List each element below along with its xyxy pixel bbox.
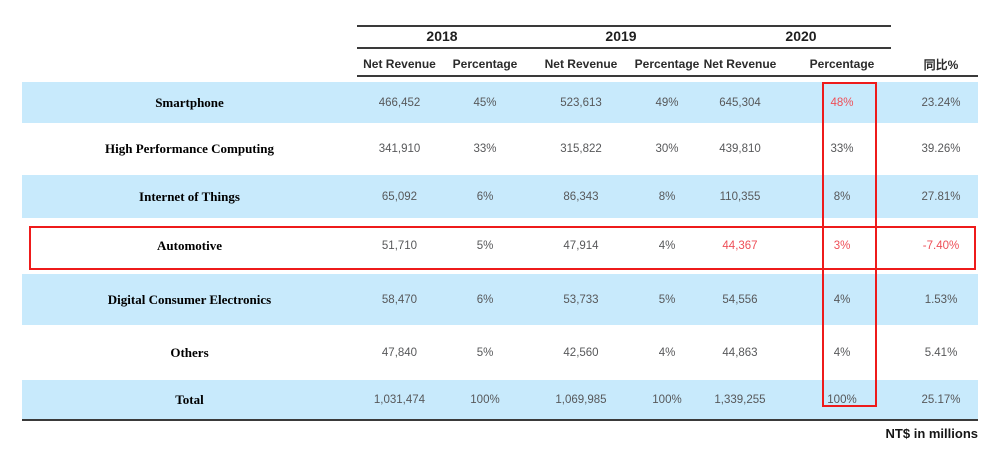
net-revenue-2019: 315,822 bbox=[560, 143, 602, 155]
net-revenue-2018: 341,910 bbox=[378, 143, 421, 155]
row-label: Others bbox=[170, 344, 209, 360]
net-revenue-2020: 439,810 bbox=[719, 143, 761, 155]
table-row-digital-consumer-electronics: Digital Consumer Electronics 58,470 6% 5… bbox=[22, 274, 978, 325]
percentage-2019: 4% bbox=[658, 240, 676, 252]
header-net-revenue-2019: Net Revenue bbox=[544, 57, 618, 71]
percentage-2018: 33% bbox=[473, 143, 497, 155]
net-revenue-2018: 1,031,474 bbox=[373, 394, 426, 406]
column-header-row: Net Revenue Percentage Net Revenue Perce… bbox=[357, 55, 978, 73]
header-yoy: 同比% bbox=[923, 57, 959, 72]
row-label: Total bbox=[175, 392, 204, 407]
net-revenue-2019: 523,613 bbox=[560, 96, 602, 109]
percentage-2018: 5% bbox=[476, 240, 494, 252]
yoy-percent: 39.26% bbox=[921, 143, 961, 155]
percentage-2019: 8% bbox=[658, 190, 676, 203]
net-revenue-2019: 47,914 bbox=[563, 240, 599, 252]
net-revenue-2018: 58,470 bbox=[381, 293, 418, 306]
net-revenue-2019: 53,733 bbox=[563, 293, 599, 306]
header-percentage-2018: Percentage bbox=[452, 57, 518, 71]
years-bottom-rule bbox=[357, 47, 891, 49]
percentage-2019: 100% bbox=[652, 394, 682, 406]
table-row-automotive: Automotive 51,710 5% 47,914 4% 44,367 3%… bbox=[22, 218, 978, 274]
yoy-percent: 1.53% bbox=[924, 293, 958, 306]
header-net-revenue-2018: Net Revenue bbox=[363, 57, 436, 71]
net-revenue-2020: 1,339,255 bbox=[714, 394, 766, 406]
table-row-high-performance-computing: High Performance Computing 341,910 33% 3… bbox=[22, 123, 978, 175]
percentage-2019: 4% bbox=[658, 346, 676, 359]
percentage-2018: 100% bbox=[470, 394, 500, 406]
yoy-percent: 5.41% bbox=[924, 346, 958, 359]
header-underline-rule bbox=[357, 75, 978, 77]
net-revenue-2019: 42,560 bbox=[563, 346, 599, 359]
net-revenue-2018: 65,092 bbox=[381, 190, 418, 203]
percentage-2020: 100% bbox=[827, 394, 857, 406]
year-2019-label: 2019 bbox=[605, 28, 637, 44]
net-revenue-2020: 44,367 bbox=[722, 240, 758, 252]
net-revenue-2020: 54,556 bbox=[722, 293, 758, 306]
row-label: Digital Consumer Electronics bbox=[107, 291, 272, 307]
percentage-2020: 4% bbox=[833, 346, 851, 359]
percentage-2018: 6% bbox=[476, 190, 494, 203]
yoy-percent: 27.81% bbox=[921, 190, 961, 203]
net-revenue-2019: 86,343 bbox=[563, 190, 599, 203]
percentage-2019: 5% bbox=[658, 293, 676, 306]
header-percentage-2020: Percentage bbox=[809, 57, 875, 71]
net-revenue-2018: 51,710 bbox=[381, 240, 418, 252]
net-revenue-2020: 645,304 bbox=[719, 96, 761, 109]
percentage-2018: 6% bbox=[476, 293, 494, 306]
yoy-percent: 25.17% bbox=[921, 394, 961, 406]
percentage-2019: 49% bbox=[655, 96, 679, 109]
header-percentage-2019: Percentage bbox=[634, 57, 700, 71]
row-label: High Performance Computing bbox=[105, 141, 274, 156]
net-revenue-2019: 1,069,985 bbox=[555, 394, 607, 406]
net-revenue-2018: 47,840 bbox=[381, 346, 418, 359]
net-revenue-2020: 44,863 bbox=[722, 346, 758, 359]
table-bottom-rule bbox=[22, 419, 978, 421]
percentage-2020: 33% bbox=[830, 143, 854, 155]
yoy-percent: 23.24% bbox=[921, 96, 961, 109]
percentage-2018: 45% bbox=[473, 96, 497, 109]
year-2020-label: 2020 bbox=[785, 28, 817, 44]
table-body: Smartphone 466,452 45% 523,613 49% 645,3… bbox=[22, 82, 978, 420]
percentage-2020: 48% bbox=[830, 96, 854, 109]
net-revenue-2018: 466,452 bbox=[378, 96, 421, 109]
row-label: Smartphone bbox=[155, 94, 224, 110]
percentage-2018: 5% bbox=[476, 346, 494, 359]
percentage-2020: 8% bbox=[833, 190, 851, 203]
percentage-2020: 4% bbox=[833, 293, 851, 306]
table-row-total: Total 1,031,474 100% 1,069,985 100% 1,33… bbox=[22, 380, 978, 420]
percentage-2019: 30% bbox=[655, 143, 679, 155]
percentage-2020: 3% bbox=[833, 240, 851, 252]
net-revenue-2020: 110,355 bbox=[719, 190, 761, 203]
yoy-percent: -7.40% bbox=[922, 240, 960, 252]
year-2018-label: 2018 bbox=[426, 28, 458, 44]
row-label: Internet of Things bbox=[139, 188, 240, 204]
header-net-revenue-2020: Net Revenue bbox=[703, 57, 777, 71]
unit-note: NT$ in millions bbox=[885, 426, 978, 441]
table-row-others: Others 47,840 5% 42,560 4% 44,863 4% 5.4… bbox=[22, 325, 978, 380]
table-row-internet-of-things: Internet of Things 65,092 6% 86,343 8% 1… bbox=[22, 175, 978, 218]
row-label: Automotive bbox=[157, 238, 222, 253]
table-row-smartphone: Smartphone 466,452 45% 523,613 49% 645,3… bbox=[22, 82, 978, 123]
years-top-rule bbox=[357, 25, 891, 27]
